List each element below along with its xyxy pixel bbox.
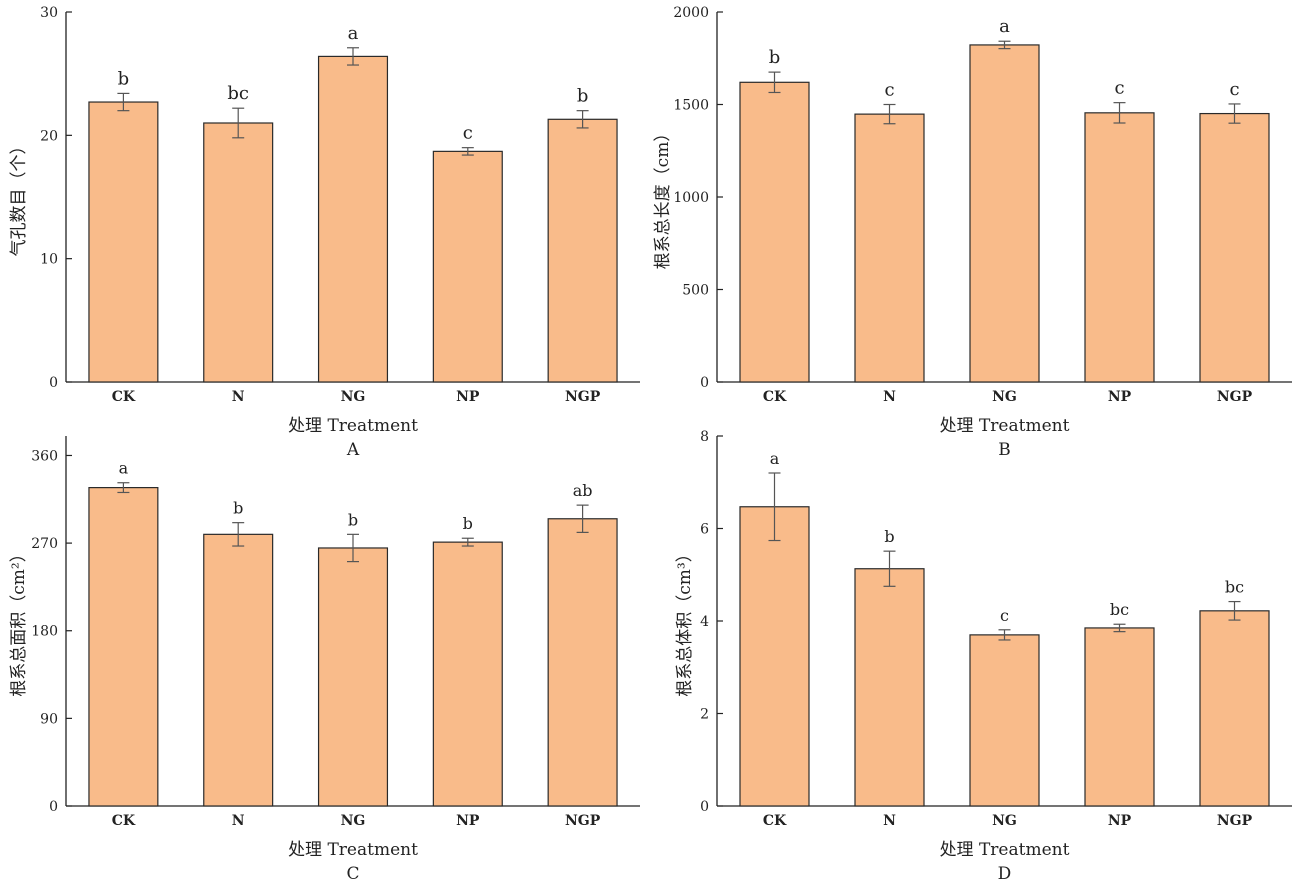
significance-label-NGP: bc xyxy=(1225,578,1244,597)
bar-N xyxy=(854,568,925,807)
panel-letter: C xyxy=(346,864,359,884)
x-tick-label-CK: CK xyxy=(112,813,136,829)
significance-label-NP: bc xyxy=(1110,600,1129,619)
significance-label-N: c xyxy=(884,80,894,101)
x-tick-label-NG: NG xyxy=(341,813,366,829)
y-tick-label: 360 xyxy=(31,448,58,464)
bar-NGP xyxy=(547,518,618,807)
significance-label-NG: a xyxy=(348,23,359,44)
x-tick-label-NGP: NGP xyxy=(565,389,601,405)
y-axis-label: 根系总体积（cm³） xyxy=(675,545,695,696)
bar-NG xyxy=(317,55,389,383)
y-tick-label: 20 xyxy=(40,128,58,144)
bar-NG xyxy=(317,547,389,807)
significance-label-NP: b xyxy=(463,514,473,533)
x-tick-label-NG: NG xyxy=(992,813,1017,829)
x-tick-label-N: N xyxy=(883,389,896,405)
y-axis-label: 气孔数目（个） xyxy=(9,138,29,257)
y-tick-label: 180 xyxy=(31,624,58,640)
chart-panel-C: 0 90 180 270 360 a CK b Nb NG b NP ab NGP 处理 Treatment… xyxy=(9,436,640,884)
x-axis-label: 处理 Treatment xyxy=(940,840,1070,860)
x-tick-label-NGP: NGP xyxy=(1217,389,1253,405)
significance-label-NG: c xyxy=(1000,606,1009,625)
bar-NGP xyxy=(547,118,618,383)
x-tick-label-NG: NG xyxy=(992,389,1017,405)
bar-CK xyxy=(739,506,810,807)
significance-label-N: b xyxy=(233,499,243,518)
y-tick-label: 1500 xyxy=(673,98,709,114)
bar-NP xyxy=(1084,112,1155,383)
x-tick-label-NGP: NGP xyxy=(1217,813,1253,829)
panel-letter: A xyxy=(346,440,360,460)
y-tick-label: 90 xyxy=(40,711,58,727)
bar-N xyxy=(854,113,925,383)
y-tick-label: 30 xyxy=(40,5,58,21)
significance-label-N: b xyxy=(884,527,894,546)
significance-label-N: bc xyxy=(227,83,249,104)
y-tick-label: 0 xyxy=(700,375,709,391)
panel-letter: B xyxy=(998,440,1011,460)
panel-letter: D xyxy=(998,864,1012,884)
x-tick-label-NP: NP xyxy=(1108,813,1132,829)
significance-label-NGP: b xyxy=(577,86,589,107)
y-axis-label: 根系总长度（cm） xyxy=(653,125,673,270)
x-tick-label-N: N xyxy=(232,389,245,405)
bar-NP xyxy=(432,150,503,383)
chart-panel-D: 0 2 4 6 8 a CK b Nc NG bc NP bc NGP 处理 Treatment D 根系总体积… xyxy=(675,429,1292,884)
chart-panel-B: 0 500 1000 1500 2000 b CK c Na NG c NP c NGP 处理 Treatm… xyxy=(653,5,1292,460)
y-tick-label: 4 xyxy=(700,614,709,630)
significance-label-NGP: ab xyxy=(573,481,593,500)
significance-label-CK: b xyxy=(118,68,130,89)
y-tick-label: 0 xyxy=(49,799,58,815)
y-tick-label: 1000 xyxy=(673,190,709,206)
bar-NG xyxy=(969,634,1040,807)
x-tick-label-NG: NG xyxy=(341,389,366,405)
y-tick-label: 8 xyxy=(700,429,709,445)
x-axis-label: 处理 Treatment xyxy=(940,416,1070,436)
significance-label-NP: c xyxy=(463,123,473,144)
chart-panel-A: 0 10 20 30 b CK bc Na NG c NP b NGP 处理 Treatment A 气孔数目… xyxy=(9,5,640,460)
y-tick-label: 2000 xyxy=(673,5,709,21)
bar-N xyxy=(203,122,274,383)
bar-CK xyxy=(88,101,159,383)
y-tick-label: 6 xyxy=(700,522,709,538)
x-tick-label-N: N xyxy=(232,813,245,829)
y-tick-label: 500 xyxy=(682,283,709,299)
y-tick-label: 270 xyxy=(31,536,58,552)
bar-CK xyxy=(739,81,810,383)
y-tick-label: 2 xyxy=(700,707,709,723)
x-tick-label-NP: NP xyxy=(456,813,480,829)
significance-label-CK: a xyxy=(119,459,129,478)
x-tick-label-NP: NP xyxy=(456,389,480,405)
significance-label-NGP: c xyxy=(1229,79,1239,100)
bar-CK xyxy=(88,487,159,807)
significance-label-NP: c xyxy=(1114,78,1124,99)
significance-label-NG: b xyxy=(348,510,358,529)
y-tick-label: 10 xyxy=(40,252,58,268)
bar-NP xyxy=(1084,627,1155,807)
bar-N xyxy=(203,533,274,807)
x-tick-label-CK: CK xyxy=(112,389,136,405)
bar-NGP xyxy=(1199,112,1270,383)
x-tick-label-NP: NP xyxy=(1108,389,1132,405)
x-tick-label-CK: CK xyxy=(763,389,787,405)
bar-NP xyxy=(432,541,503,807)
bar-NGP xyxy=(1199,610,1270,807)
bar-NG xyxy=(969,44,1040,383)
x-axis-label: 处理 Treatment xyxy=(288,840,418,860)
x-tick-label-N: N xyxy=(883,813,896,829)
x-tick-label-CK: CK xyxy=(763,813,787,829)
x-axis-label: 处理 Treatment xyxy=(288,416,418,436)
x-tick-label-NGP: NGP xyxy=(565,813,601,829)
y-tick-label: 0 xyxy=(49,375,58,391)
significance-label-CK: b xyxy=(769,47,781,68)
significance-label-CK: a xyxy=(770,449,780,468)
y-tick-label: 0 xyxy=(700,799,709,815)
y-axis-label: 根系总面积（cm²） xyxy=(9,545,29,696)
significance-label-NG: a xyxy=(999,16,1010,37)
